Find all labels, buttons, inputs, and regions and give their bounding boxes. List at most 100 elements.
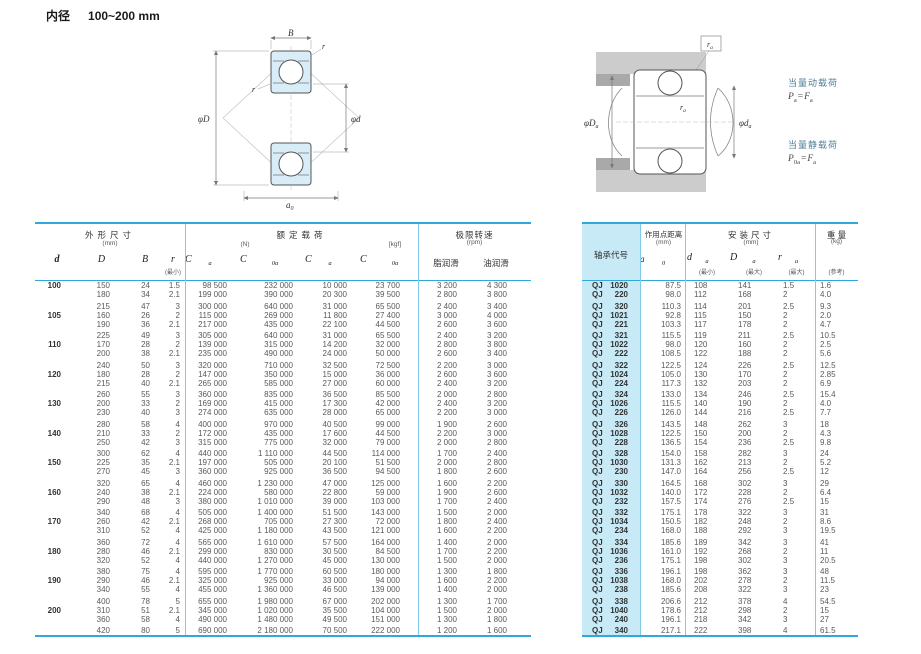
cell-static-rating-n: 1 360 000 — [257, 585, 293, 594]
header-sym-coa-n: C 0a — [240, 254, 279, 267]
cell-width: 65 — [141, 478, 150, 488]
cell-chamfer: 2.1 — [168, 517, 180, 526]
cell-Da-max: 203 — [738, 378, 752, 388]
cell-bore-diameter — [35, 556, 75, 565]
cell-dynamic-rating-n: 440 000 — [198, 449, 227, 458]
cell-dynamic-rating-kgf: 31 000 — [322, 331, 347, 340]
bearing-code-prefix: QJ — [592, 419, 603, 429]
cell-dynamic-rating-kgf: 10 000 — [322, 281, 347, 290]
cell-ra-max: 3 — [783, 478, 788, 488]
bearing-number-row: QJ 328 154.0 158 282 3 24 — [582, 447, 858, 458]
cell-da-min: 140 — [694, 399, 708, 408]
bearing-code-number: 330 — [614, 478, 628, 488]
cell-load-center-distance: 98.0 — [665, 340, 681, 349]
bearing-number-row: QJ 226 126.0 144 216 2.5 7.7 — [582, 408, 858, 417]
cell-bearing-code: QJ 1022 — [582, 340, 640, 349]
cell-dynamic-rating-n: 139 000 — [198, 340, 227, 349]
cell-Da-max: 276 — [738, 496, 752, 506]
cell-grease-speed: 1 300 — [436, 614, 457, 624]
header-sym-d: d — [54, 254, 60, 265]
cell-width: 26 — [141, 310, 150, 320]
cell-oil-speed: 2 600 — [486, 419, 507, 429]
header-load-ratings: 额定载荷 — [276, 230, 327, 240]
bearing-code-prefix: QJ — [592, 360, 603, 370]
cell-dynamic-rating-kgf: 60 500 — [322, 567, 347, 576]
cell-static-rating-kgf: 180 000 — [371, 567, 400, 576]
cell-dynamic-rating-kgf: 22 100 — [322, 319, 347, 329]
cell-width: 75 — [141, 567, 150, 576]
cell-Da-max: 200 — [738, 428, 752, 438]
cell-Da-max: 342 — [738, 614, 752, 624]
cell-mass: 8.6 — [820, 517, 832, 526]
cell-static-rating-n: 315 000 — [264, 340, 293, 349]
bearing-dimension-row: 360 72 4 565 000 1 610 000 57 500 164 00… — [35, 535, 531, 547]
cell-grease-speed: 1 700 — [436, 546, 457, 556]
bearing-number-row: QJ 1038 168.0 202 278 2 11.5 — [582, 576, 858, 585]
cell-load-center-distance: 136.5 — [660, 437, 681, 447]
cell-dynamic-rating-n: 380 000 — [198, 496, 227, 506]
bearing-number-row: QJ 324 133.0 134 246 2.5 15.4 — [582, 388, 858, 399]
cell-ra-max: 2 — [783, 369, 788, 379]
bearing-dimension-row: 420 80 5 690 000 2 180 000 70 500 222 00… — [35, 624, 531, 636]
bearing-code-prefix: QJ — [592, 537, 603, 547]
cell-load-center-distance: 161.0 — [660, 546, 681, 556]
cell-bore-diameter: 120 — [47, 369, 61, 379]
cell-grease-speed: 2 800 — [436, 340, 457, 349]
cell-chamfer: 2.1 — [168, 349, 180, 358]
cell-chamfer: 3 — [175, 331, 180, 340]
cell-grease-speed: 1 300 — [436, 596, 457, 606]
bearing-dimension-row: 100 150 24 1.5 98 500 232 000 10 000 23 … — [35, 281, 531, 290]
header-mm-unit: (mm) — [102, 240, 118, 247]
cell-load-center-distance: 122.5 — [660, 360, 681, 370]
bearing-dimension-row: 340 55 4 455 000 1 360 000 46 500 139 00… — [35, 585, 531, 594]
cell-bearing-code: QJ 1034 — [582, 517, 640, 526]
bearing-number-row: QJ 228 136.5 154 236 2.5 9.8 — [582, 438, 858, 447]
cell-dynamic-rating-kgf: 27 000 — [322, 378, 347, 388]
cell-bearing-code: QJ 220 — [582, 290, 640, 299]
cell-chamfer: 4 — [175, 526, 180, 535]
cell-mass: 2.5 — [820, 340, 832, 349]
shoulder-top — [596, 74, 630, 86]
cell-Da-max: 160 — [738, 340, 752, 349]
bearing-dimension-row: 360 58 4 490 000 1 480 000 49 500 151 00… — [35, 615, 531, 624]
cell-da-min: 132 — [694, 378, 708, 388]
cell-da-min: 154 — [694, 437, 708, 447]
cell-mass: 18 — [820, 419, 829, 429]
cell-dynamic-rating-kgf: 49 500 — [322, 614, 347, 624]
cell-static-rating-kgf: 104 000 — [371, 605, 400, 615]
cell-width: 72 — [141, 537, 150, 547]
cell-ra-max: 3 — [783, 508, 788, 517]
cell-da-min: 189 — [694, 537, 708, 547]
cell-Da-max: 178 — [738, 319, 752, 329]
bearing-code-prefix: QJ — [592, 399, 603, 408]
bearing-code-number: 1036 — [610, 546, 628, 556]
cell-static-rating-n: 585 000 — [264, 378, 293, 388]
cell-load-center-distance: 115.5 — [661, 331, 681, 340]
cell-chamfer: 4 — [175, 537, 180, 547]
bearing-dimension-row: 320 65 4 460 000 1 230 000 47 000 125 00… — [35, 476, 531, 488]
cell-outer-diameter: 320 — [96, 555, 110, 565]
cell-oil-speed: 2 400 — [486, 496, 507, 506]
cell-width: 45 — [141, 467, 150, 476]
bearing-number-row: QJ 332 175.1 178 322 3 31 — [582, 506, 858, 517]
cell-Da-max: 302 — [738, 555, 752, 565]
cell-grease-speed: 2 400 — [436, 331, 457, 340]
cell-oil-speed: 3 600 — [486, 319, 507, 329]
cell-outer-diameter: 260 — [96, 390, 110, 399]
cell-bearing-code: QJ 234 — [582, 526, 640, 535]
cell-Da-max: 342 — [738, 537, 752, 547]
column-divider — [640, 224, 641, 635]
cell-load-center-distance: 122.5 — [660, 428, 681, 438]
bearing-dimension-row: 230 40 3 274 000 635 000 28 000 65 000 2… — [35, 408, 531, 417]
bearing-code-number: 1021 — [610, 310, 628, 320]
bearing-dimension-row: 250 42 3 315 000 775 000 32 000 79 000 2… — [35, 438, 531, 447]
cell-static-rating-n: 269 000 — [264, 310, 293, 320]
cell-grease-speed: 2 200 — [436, 428, 457, 438]
cell-static-rating-kgf: 94 500 — [375, 467, 400, 476]
bearing-dimension-row: 110 170 28 2 139 000 315 000 14 200 32 0… — [35, 340, 531, 349]
cell-ra-max: 3 — [783, 567, 788, 576]
cell-outer-diameter: 180 — [96, 369, 110, 379]
cell-dynamic-rating-n: 455 000 — [198, 585, 227, 594]
cell-width: 58 — [141, 614, 150, 624]
